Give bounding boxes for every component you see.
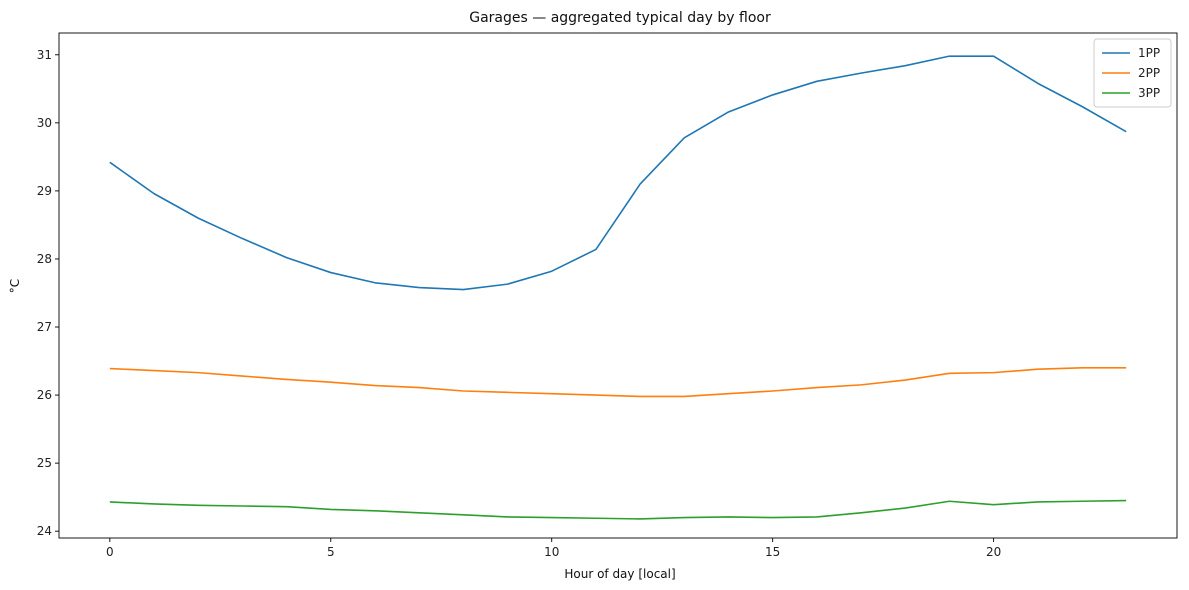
x-tick-label: 15 [765,545,780,559]
y-tick-label: 24 [37,524,52,538]
legend: 1PP 2PP 3PP [1093,38,1172,108]
y-axis-title: °C [8,279,22,293]
y-tick-label: 26 [37,388,52,402]
legend-label-3PP: 3PP [1138,86,1160,100]
plot-frame [58,32,1178,539]
series-line-3PP [109,499,1127,520]
x-tick-label: 5 [327,545,335,559]
y-tick-label: 30 [37,116,52,130]
y-tick-label: 29 [37,184,52,198]
series-line-1PP [109,55,1127,291]
series-line-2PP [109,367,1127,398]
legend-label-2PP: 2PP [1138,66,1160,80]
legend-label-1PP: 1PP [1138,46,1160,60]
x-tick-label: 20 [986,545,1001,559]
y-tick-label: 27 [37,320,52,334]
y-tick-label: 28 [37,252,52,266]
x-tick-label: 0 [106,545,114,559]
y-tick-label: 25 [37,456,52,470]
x-axis-title: Hour of day [local] [564,567,675,581]
chart-title: Garages — aggregated typical day by floo… [469,10,771,26]
x-tick-label: 10 [544,545,559,559]
legend-box [1093,38,1172,108]
y-tick-label: 31 [37,48,52,62]
